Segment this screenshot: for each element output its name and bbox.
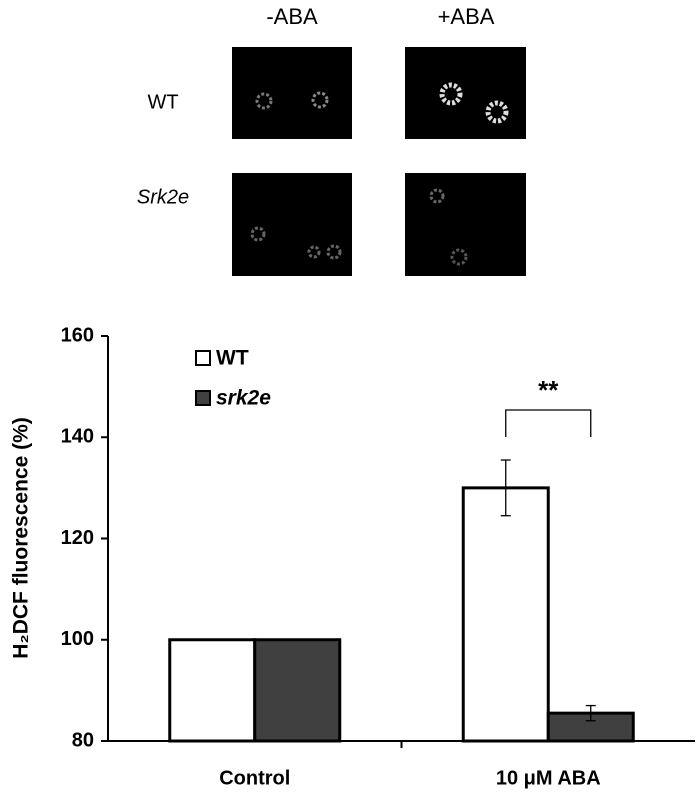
legend-swatch <box>195 390 211 406</box>
legend-label: srk2e <box>216 387 271 410</box>
column-label: +ABA <box>438 4 495 29</box>
column-label: -ABA <box>266 4 318 29</box>
y-axis-label: H₂DCF fluorescence (%) <box>10 417 33 659</box>
error-bar <box>500 459 511 517</box>
micrograph <box>232 47 352 139</box>
micrograph <box>232 173 352 276</box>
y-tick-label: 100 <box>61 628 94 650</box>
y-tick-label: 140 <box>61 426 94 448</box>
error-bar <box>585 704 596 722</box>
y-tick-label: 80 <box>72 729 94 751</box>
bar <box>168 638 257 743</box>
y-tick-label: 160 <box>61 324 94 346</box>
bar <box>253 638 342 743</box>
y-tick-label: 120 <box>61 527 94 549</box>
x-tick-label: 10 μM ABA <box>496 767 601 789</box>
significance-label: ** <box>538 375 559 405</box>
legend-label: WT <box>216 347 249 370</box>
row-label: Srk2e <box>137 186 189 208</box>
bar <box>461 486 550 743</box>
x-tick-label: Control <box>219 767 290 789</box>
legend-swatch <box>195 350 211 366</box>
micrograph-panel: -ABA +ABA WT Srk2e <box>137 4 526 276</box>
cells <box>250 82 509 266</box>
micrograph <box>405 47 526 139</box>
micrograph <box>405 173 526 276</box>
row-label: WT <box>147 91 178 113</box>
significance-bracket <box>505 409 592 438</box>
